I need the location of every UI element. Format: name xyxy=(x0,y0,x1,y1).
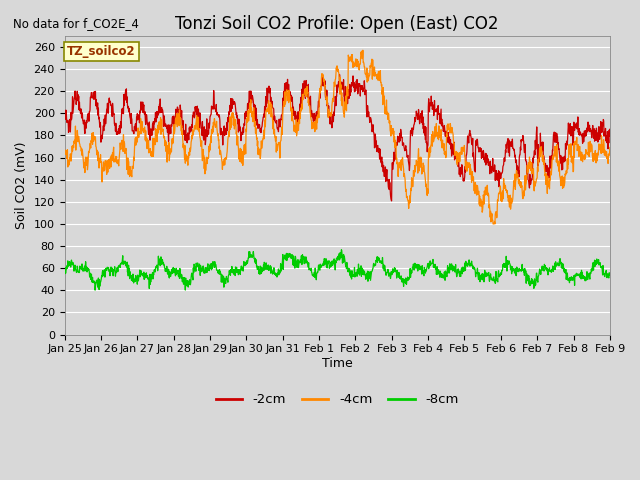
Y-axis label: Soil CO2 (mV): Soil CO2 (mV) xyxy=(15,142,28,229)
Legend: -2cm, -4cm, -8cm: -2cm, -4cm, -8cm xyxy=(211,388,464,411)
X-axis label: Time: Time xyxy=(322,357,353,370)
Text: TZ_soilco2: TZ_soilco2 xyxy=(67,45,136,58)
Text: No data for f_CO2E_4: No data for f_CO2E_4 xyxy=(13,17,139,30)
Title: Tonzi Soil CO2 Profile: Open (East) CO2: Tonzi Soil CO2 Profile: Open (East) CO2 xyxy=(175,15,499,33)
